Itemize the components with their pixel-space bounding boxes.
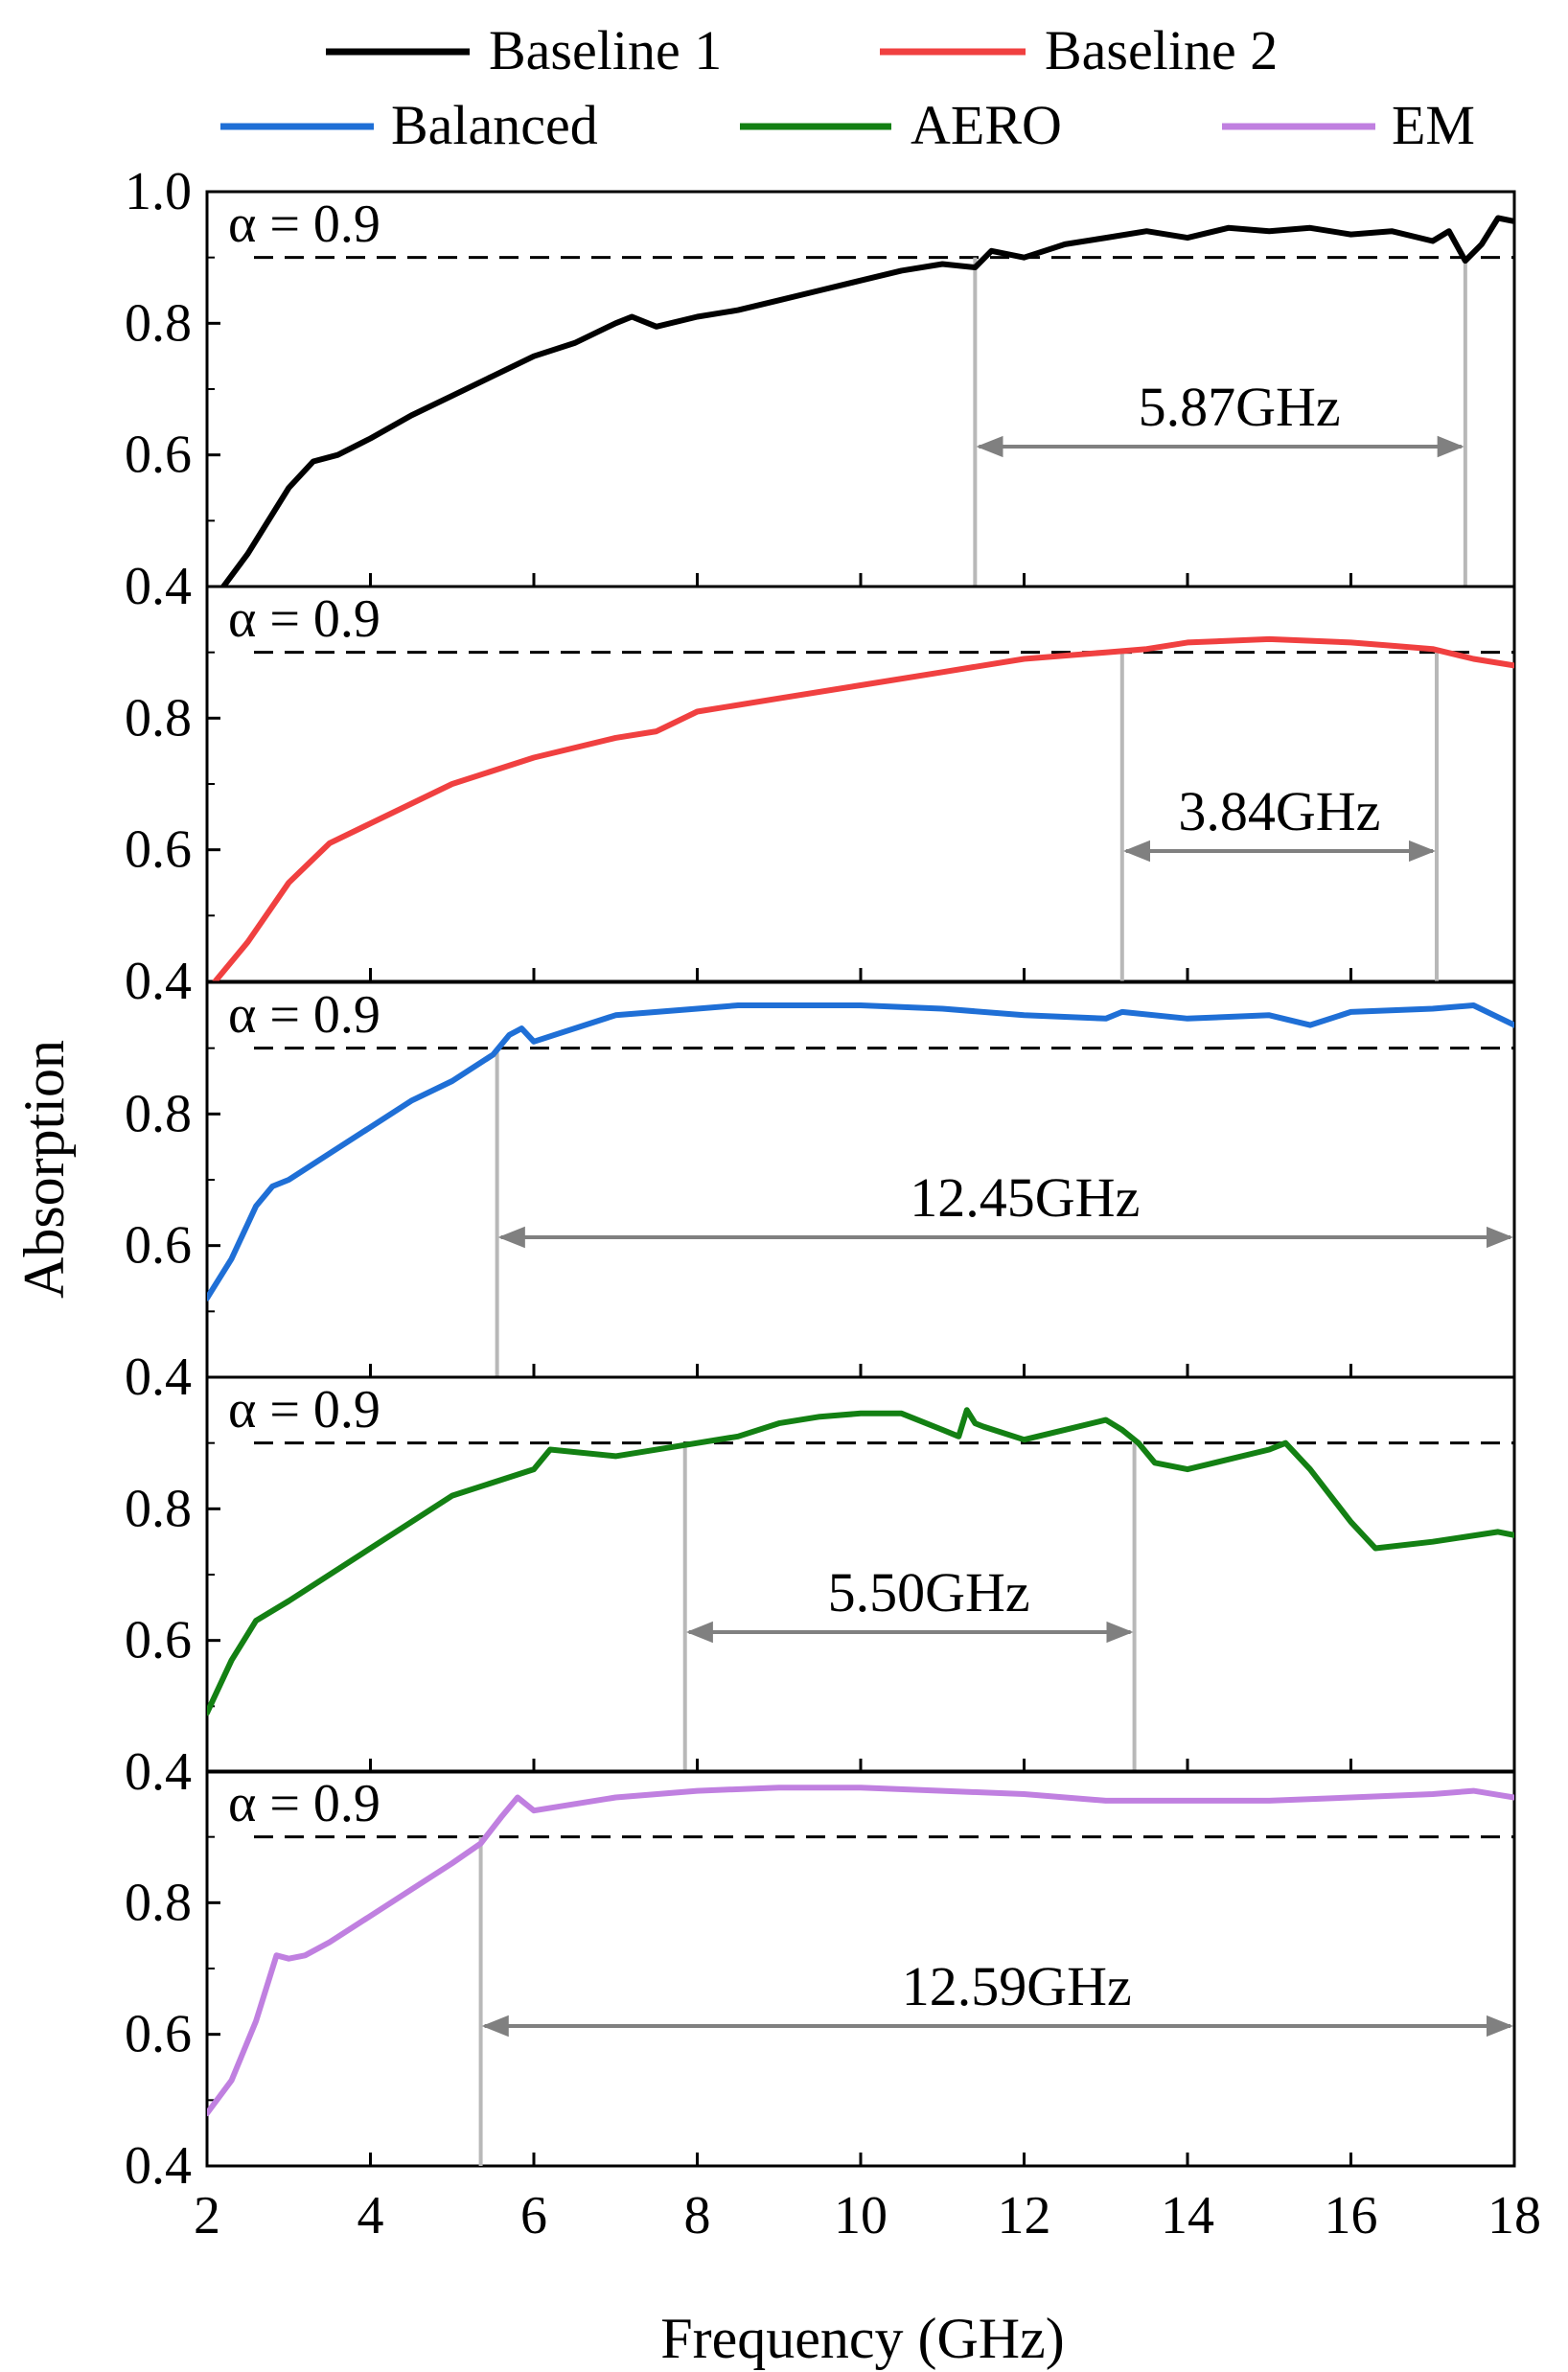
y-tick-label: 0.6 bbox=[125, 820, 192, 880]
bandwidth-label: 5.50GHz bbox=[828, 1561, 1030, 1624]
legend-label: Baseline 2 bbox=[1045, 19, 1278, 81]
legend-label: Balanced bbox=[391, 94, 598, 156]
y-tick-label: 0.4 bbox=[125, 952, 192, 1011]
panel-1: α = 0.9 0.4 0.6 0.8 1.0 5.87GHz bbox=[125, 162, 1516, 616]
series-line-baseline-2 bbox=[212, 635, 1514, 981]
y-tick-label: 0.8 bbox=[125, 1084, 192, 1143]
x-tick-label: 10 bbox=[834, 2186, 888, 2245]
legend-label: EM bbox=[1392, 94, 1475, 156]
y-tick-label: 0.6 bbox=[125, 1611, 192, 1670]
series-line-em bbox=[207, 1785, 1514, 2117]
x-tick-label: 6 bbox=[520, 2186, 547, 2245]
x-axis-ticks: 2 4 6 8 10 12 14 16 18 bbox=[194, 2186, 1541, 2245]
panel-2: α = 0.9 0.4 0.6 0.8 3.84GHz bbox=[125, 585, 1516, 1011]
x-tick-label: 12 bbox=[998, 2186, 1051, 2245]
y-tick-label: 0.4 bbox=[125, 557, 192, 616]
panel-3: α = 0.9 0.4 0.6 0.8 12.45GHz bbox=[125, 980, 1516, 1407]
x-tick-label: 18 bbox=[1487, 2186, 1541, 2245]
bandwidth-label: 5.87GHz bbox=[1139, 376, 1341, 438]
threshold-label: α = 0.9 bbox=[228, 1774, 380, 1833]
threshold-label: α = 0.9 bbox=[228, 195, 380, 254]
panel-5: α = 0.9 0.4 0.6 0.8 12.59GHz bbox=[125, 1769, 1516, 2196]
panel-frame bbox=[205, 1769, 1516, 2168]
y-tick-label: 0.4 bbox=[125, 1742, 192, 1802]
bandwidth-label: 3.84GHz bbox=[1178, 780, 1380, 842]
threshold-label: α = 0.9 bbox=[228, 589, 380, 649]
x-tick-label: 14 bbox=[1161, 2186, 1214, 2245]
x-tick-label: 2 bbox=[194, 2186, 220, 2245]
legend-label: AERO bbox=[911, 94, 1062, 156]
x-tick-label: 16 bbox=[1325, 2186, 1378, 2245]
y-tick-label: 0.6 bbox=[125, 426, 192, 485]
y-axis-title: Absorption bbox=[12, 1040, 76, 1299]
panel-4: α = 0.9 0.4 0.6 0.8 5.50GHz bbox=[125, 1375, 1516, 1802]
series-line-aero bbox=[207, 1407, 1514, 1716]
bandwidth-label: 12.59GHz bbox=[902, 1955, 1132, 2017]
series-line-baseline-1 bbox=[220, 215, 1514, 587]
y-tick-label: 0.6 bbox=[125, 1216, 192, 1276]
panel-frame bbox=[205, 980, 1516, 1379]
y-tick-label: 0.8 bbox=[125, 688, 192, 748]
y-tick-label: 0.8 bbox=[125, 293, 192, 353]
y-tick-label: 0.6 bbox=[125, 2005, 192, 2064]
series-line-balanced bbox=[207, 1002, 1514, 1301]
threshold-label: α = 0.9 bbox=[228, 985, 380, 1045]
y-tick-label: 0.8 bbox=[125, 1479, 192, 1538]
y-tick-label: 1.0 bbox=[125, 162, 192, 221]
legend-label: Baseline 1 bbox=[489, 19, 722, 81]
bandwidth-label: 12.45GHz bbox=[910, 1166, 1140, 1229]
threshold-label: α = 0.9 bbox=[228, 1380, 380, 1439]
chart-panels: α = 0.9 0.4 0.6 0.8 1.0 5.87GHz α = 0.9 0.4 0.6 0… bbox=[125, 162, 1516, 2196]
y-tick-label: 0.4 bbox=[125, 2136, 192, 2196]
x-tick-label: 8 bbox=[684, 2186, 711, 2245]
legend: Baseline 1 Baseline 2 Balanced AERO EM bbox=[220, 19, 1475, 156]
y-tick-label: 0.4 bbox=[125, 1347, 192, 1407]
x-tick-label: 4 bbox=[357, 2186, 384, 2245]
y-tick-label: 0.8 bbox=[125, 1873, 192, 1932]
x-axis-title: Frequency (GHz) bbox=[660, 2307, 1065, 2370]
